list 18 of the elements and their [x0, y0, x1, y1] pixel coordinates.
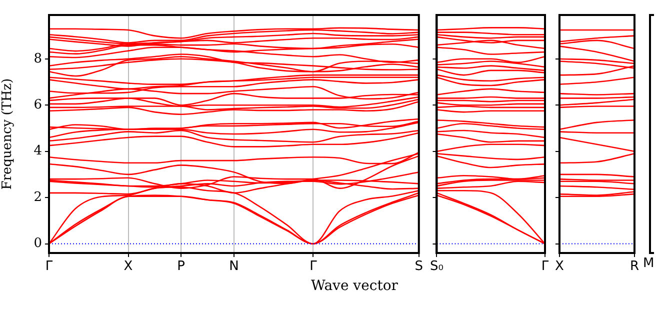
y-tick-label: 8 — [34, 51, 42, 66]
x-axis-title: Wave vector — [310, 278, 399, 294]
x-tick-label: P — [177, 259, 186, 274]
y-tick-label: 0 — [34, 236, 42, 252]
y-tick-label: 2 — [34, 190, 42, 205]
x-tick-label: Γ — [541, 259, 550, 274]
y-axis-title: Frequency (THz) — [0, 78, 16, 190]
y-tick-label: 4 — [34, 144, 42, 159]
x-tick-label: S₀ — [430, 259, 444, 274]
x-tick-label: N — [229, 259, 239, 274]
x-tick-label: X — [124, 259, 133, 274]
text: M — [643, 256, 654, 272]
x-tick-label: Γ — [310, 259, 318, 274]
x-tick-label: R — [630, 259, 640, 274]
x-tick-label: S — [414, 259, 424, 274]
x-tick-label: Γ — [45, 259, 54, 274]
y-tick-label: 6 — [34, 97, 42, 112]
x-tick-label: X — [555, 259, 564, 274]
